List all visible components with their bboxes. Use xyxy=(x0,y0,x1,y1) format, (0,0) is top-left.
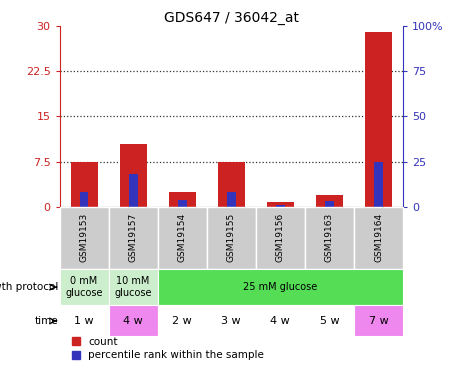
Text: GSM19163: GSM19163 xyxy=(325,213,334,262)
Text: GSM19155: GSM19155 xyxy=(227,213,236,262)
Bar xyxy=(158,269,403,306)
Bar xyxy=(365,32,392,207)
Title: GDS647 / 36042_at: GDS647 / 36042_at xyxy=(164,11,299,25)
Bar xyxy=(129,174,137,207)
Bar xyxy=(169,192,196,207)
Bar xyxy=(354,207,403,269)
Bar xyxy=(305,306,354,336)
Bar xyxy=(158,306,207,336)
Bar xyxy=(60,306,109,336)
Text: 4 w: 4 w xyxy=(123,316,143,326)
Text: time: time xyxy=(35,316,59,326)
Bar xyxy=(227,192,236,207)
Text: 4 w: 4 w xyxy=(271,316,290,326)
Legend: count, percentile rank within the sample: count, percentile rank within the sample xyxy=(71,337,264,360)
Text: GSM19164: GSM19164 xyxy=(374,213,383,262)
Bar xyxy=(218,162,245,207)
Bar xyxy=(80,192,88,207)
Bar xyxy=(60,207,109,269)
Bar xyxy=(305,207,354,269)
Bar xyxy=(256,207,305,269)
Bar xyxy=(109,306,158,336)
Bar xyxy=(178,200,187,207)
Text: 10 mM
glucose: 10 mM glucose xyxy=(114,276,152,298)
Text: growth protocol: growth protocol xyxy=(0,282,59,292)
Text: 2 w: 2 w xyxy=(172,316,192,326)
Bar xyxy=(256,306,305,336)
Bar xyxy=(374,162,383,207)
Bar xyxy=(267,202,294,207)
Bar xyxy=(109,207,158,269)
Text: 0 mM
glucose: 0 mM glucose xyxy=(65,276,103,298)
Bar xyxy=(354,306,403,336)
Bar xyxy=(120,144,147,207)
Bar xyxy=(207,306,256,336)
Bar xyxy=(71,162,98,207)
Text: 5 w: 5 w xyxy=(320,316,339,326)
Text: GSM19153: GSM19153 xyxy=(80,213,88,262)
Bar xyxy=(60,269,109,306)
Text: 1 w: 1 w xyxy=(74,316,94,326)
Text: GSM19154: GSM19154 xyxy=(178,213,187,262)
Text: GSM19156: GSM19156 xyxy=(276,213,285,262)
Bar xyxy=(316,195,343,207)
Bar xyxy=(158,207,207,269)
Bar xyxy=(276,205,285,207)
Bar xyxy=(109,269,158,306)
Bar xyxy=(325,201,334,207)
Text: GSM19157: GSM19157 xyxy=(129,213,138,262)
Text: 3 w: 3 w xyxy=(222,316,241,326)
Bar xyxy=(207,207,256,269)
Text: 25 mM glucose: 25 mM glucose xyxy=(243,282,317,292)
Text: 7 w: 7 w xyxy=(369,316,388,326)
